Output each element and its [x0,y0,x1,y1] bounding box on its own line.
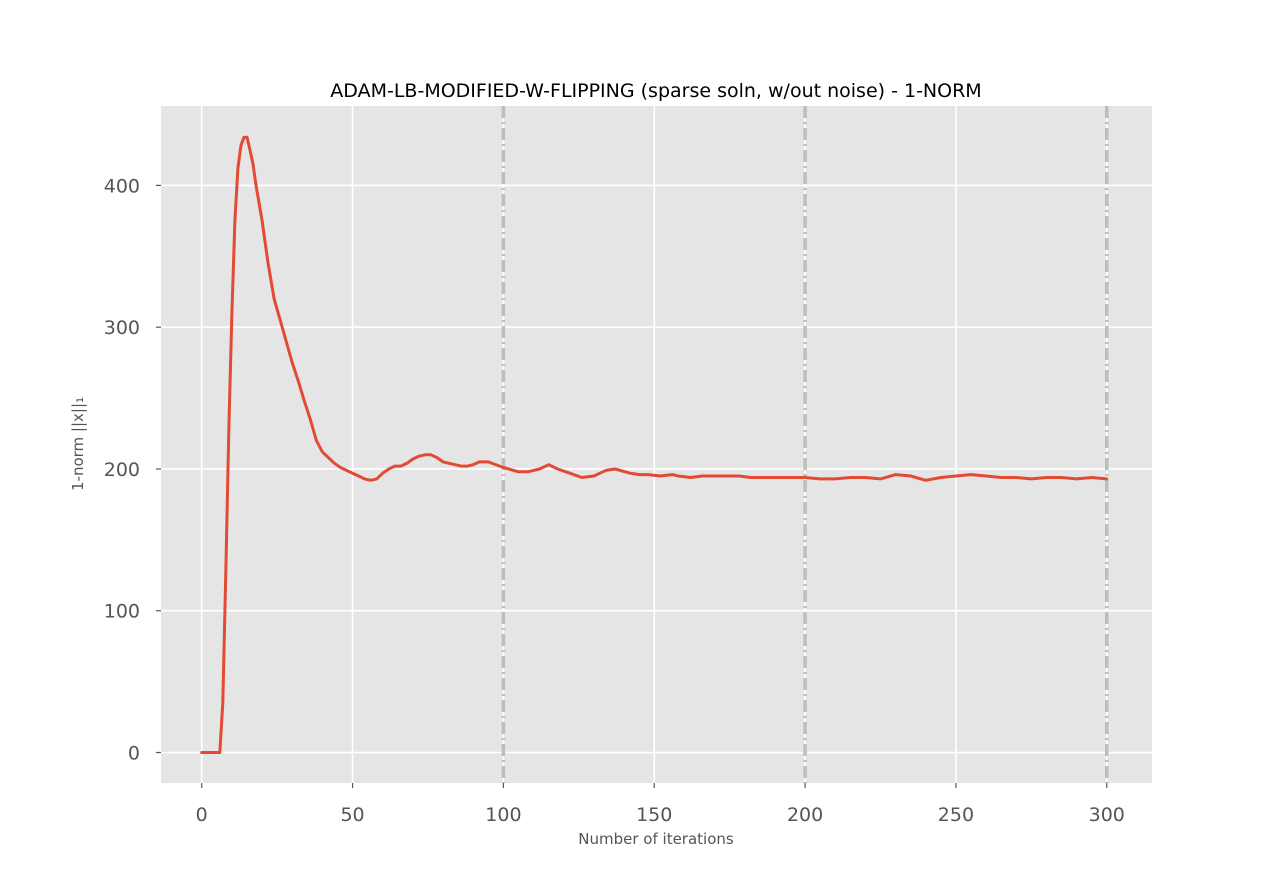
series-lines [200,135,1109,754]
x-tick-label: 0 [196,804,208,826]
x-tick-label: 300 [1089,804,1125,826]
x-tick-label: 50 [340,804,364,826]
x-tick-label: 100 [485,804,521,826]
x-tick-label: 250 [938,804,974,826]
plot-background [161,106,1152,783]
x-axis-ticks: 0 50 100 150 200 250 300 [196,783,1125,826]
y-axis-ticks: 0 100 200 300 400 [104,175,161,765]
y-tick-label: 200 [104,459,140,481]
vertical-markers [501,106,1109,783]
x-tick-label: 200 [787,804,823,826]
y-axis-label: 1-norm ||x||₁ [69,397,87,491]
y-tick-label: 400 [104,175,140,197]
y-tick-label: 100 [104,601,140,623]
y-tick-label: 300 [104,317,140,339]
x-axis-label: Number of iterations [578,830,734,848]
series-line [200,135,1109,754]
chart-title: ADAM-LB-MODIFIED-W-FLIPPING (sparse soln… [330,80,981,102]
y-tick-label: 0 [128,743,140,765]
x-tick-label: 150 [636,804,672,826]
